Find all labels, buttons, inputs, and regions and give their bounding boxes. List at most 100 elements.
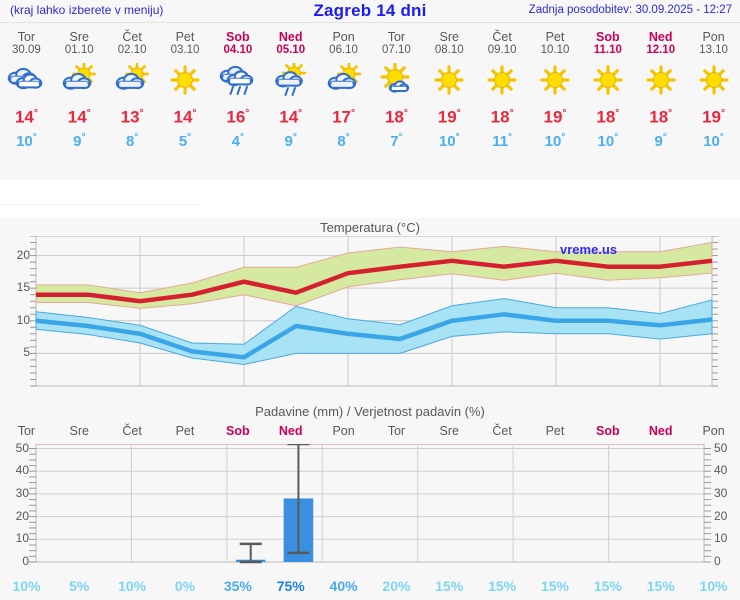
day-name: Ned (648, 30, 673, 44)
day-column[interactable]: Sob 11.10 18° 10° (581, 24, 634, 151)
precipitation-day-label: Čet (492, 424, 512, 438)
day-name: Tor (17, 30, 36, 44)
day-name: Čet (122, 30, 142, 44)
day-date: 11.10 (593, 44, 622, 56)
cloudy-icon (0, 61, 53, 99)
temp-max: 18° (490, 107, 514, 127)
precipitation-day-label: Ned (278, 424, 303, 438)
precipitation-probability: 5% (69, 578, 90, 594)
precipitation-probability: 15% (646, 578, 675, 594)
day-date: 07.10 (382, 44, 411, 56)
day-column[interactable]: Sob 04.10 16° 4° (211, 24, 264, 151)
day-name: Sob (226, 30, 250, 44)
temp-max: 13° (120, 107, 144, 127)
temp-max: 18° (384, 107, 408, 127)
temp-max: 14° (67, 107, 91, 127)
temp-max: 18° (596, 107, 620, 127)
day-column[interactable]: Čet 09.10 18° 11° (476, 24, 529, 151)
precipitation-y-tick-left: 50 (15, 440, 29, 455)
day-name: Tor (387, 30, 406, 44)
day-name: Pet (175, 30, 195, 44)
sun-icon (159, 61, 212, 99)
last-update-label: Zadnja posodobitev: 30.09.2025 - 12:27 (528, 4, 732, 16)
page-header: (kraj lahko izberete v meniju) Zagreb 14… (0, 0, 740, 22)
sun-cloud-icon (106, 61, 159, 99)
day-column[interactable]: Tor 30.09 14° 10° (0, 24, 53, 151)
temp-min: 9° (73, 131, 86, 150)
day-column[interactable]: Sre 01.10 14° 9° (53, 24, 106, 151)
precipitation-day-label: Sre (69, 424, 89, 438)
sun-cloud-icon (53, 61, 106, 99)
temp-max: 18° (649, 107, 673, 127)
precipitation-y-tick-right: 20 (714, 508, 728, 523)
temp-max: 19° (437, 107, 461, 127)
sun-icon (529, 61, 582, 99)
temp-min: 8° (337, 131, 350, 150)
day-name: Sob (596, 30, 620, 44)
precipitation-y-tick-right: 0 (714, 554, 721, 568)
precipitation-probability: 15% (593, 578, 622, 594)
day-name: Sre (439, 30, 459, 44)
precipitation-day-label: Sob (596, 424, 620, 438)
temp-min: 10° (597, 131, 619, 150)
precipitation-probability: 20% (382, 578, 411, 594)
temp-min: 7° (390, 131, 403, 150)
precipitation-probability: 15% (488, 578, 517, 594)
precipitation-y-tick-left: 0 (22, 554, 29, 568)
temperature-plot (30, 236, 718, 387)
precipitation-probability: 40% (329, 578, 358, 594)
day-date: 01.10 (64, 44, 94, 56)
temperature-y-tick: 20 (16, 247, 30, 262)
location-hint: (kraj lahko izberete v meniju) (10, 3, 164, 17)
temp-min: 5° (178, 131, 192, 150)
precipitation-probability-row: 10% 5% 10% 0% 35% 75% 40% 20% 15% 15% 15% 15% 15% 10% (0, 578, 740, 596)
day-date: 12.10 (646, 44, 676, 56)
day-column[interactable]: Tor 07.10 18° 7° (370, 24, 423, 151)
sun-cloud-icon (317, 61, 370, 99)
precipitation-day-label: Tor (17, 424, 36, 438)
precipitation-day-label: Pet (545, 424, 565, 438)
precipitation-day-label: Ned (648, 424, 673, 438)
temp-min: 10° (544, 131, 566, 150)
precipitation-day-label: Pon (702, 424, 725, 438)
precipitation-plot (29, 444, 711, 564)
day-column[interactable]: Pet 03.10 14° 5° (159, 24, 212, 151)
day-name: Pet (545, 30, 565, 44)
precipitation-day-labels: Tor Sre Čet Pet Sob Ned Pon Tor Sre Čet Pet Sob Ned P… (0, 424, 740, 440)
day-date: 30.09 (12, 44, 41, 56)
temperature-chart: Temperatura (°C) 5 10 15 20 vreme.us (0, 218, 740, 400)
day-date: 10.10 (540, 44, 570, 56)
precipitation-y-tick-right: 50 (714, 440, 728, 455)
sun-smallcloud-icon (370, 61, 423, 99)
sun-icon (423, 61, 476, 99)
day-column[interactable]: Ned 05.10 14° 9° (264, 24, 317, 151)
day-column[interactable]: Pon 06.10 17° 8° (317, 24, 370, 151)
precipitation-y-tick-right: 10 (714, 531, 728, 546)
precipitation-day-label: Čet (122, 424, 142, 438)
watermark: vreme.us (560, 242, 618, 257)
temp-max: 19° (702, 107, 726, 127)
precipitation-day-label: Pet (175, 424, 195, 438)
day-name: Sre (69, 30, 89, 44)
day-date: 09.10 (487, 44, 517, 56)
temp-min: 10° (703, 131, 724, 150)
temperature-chart-title: Temperatura (°C) (320, 220, 420, 235)
temp-min: 9° (654, 131, 667, 150)
precipitation-y-tick-left: 30 (15, 485, 29, 500)
precipitation-probability: 35% (223, 578, 252, 594)
temp-max: 19° (543, 107, 567, 127)
precipitation-probability: 10% (699, 578, 728, 594)
precipitation-probability: 10% (118, 578, 147, 594)
day-column[interactable]: Pet 10.10 19° 10° (529, 24, 582, 151)
day-column[interactable]: Ned 12.10 18° 9° (634, 24, 687, 151)
day-column[interactable]: Sre 08.10 19° 10° (423, 24, 476, 151)
sun-cloud-rain-icon (264, 61, 317, 99)
day-name: Čet (492, 30, 512, 44)
day-column[interactable]: Čet 02.10 13° 8° (106, 24, 159, 151)
precipitation-day-label: Pon (332, 424, 355, 438)
precipitation-probability: 10% (12, 578, 41, 594)
precipitation-day-label: Sre (439, 424, 459, 438)
temp-min: 10° (16, 131, 37, 150)
day-date: 06.10 (329, 44, 358, 56)
day-column[interactable]: Pon 13.10 19° 10° (687, 24, 740, 151)
